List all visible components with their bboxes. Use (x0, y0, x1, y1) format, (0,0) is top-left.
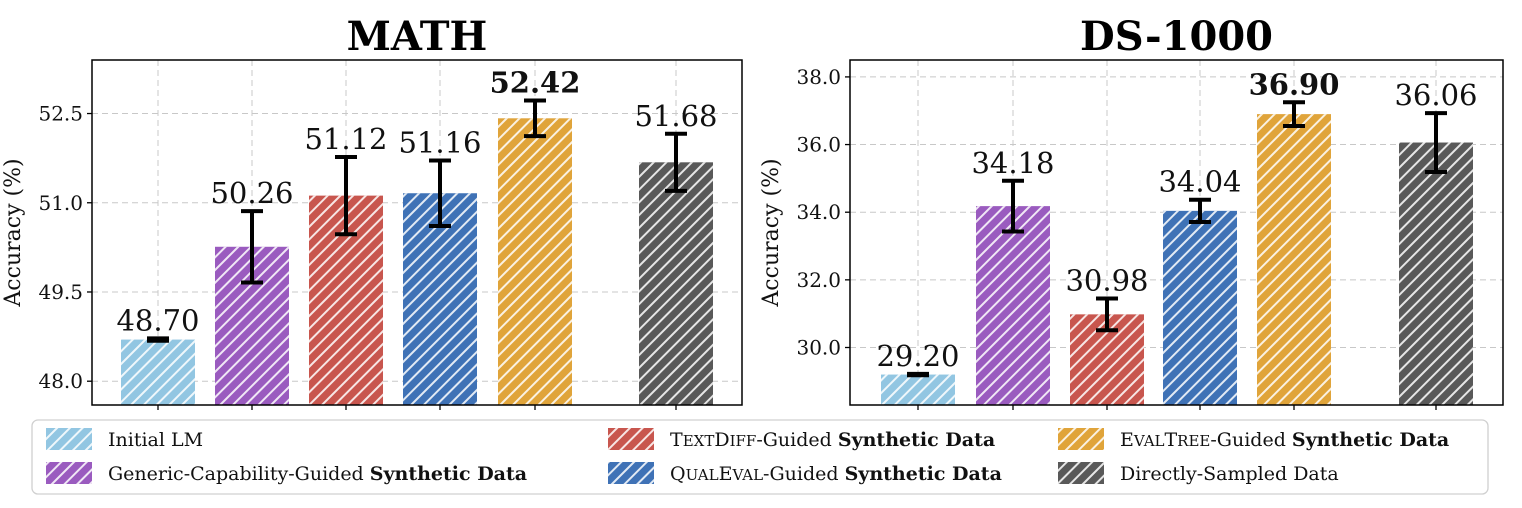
y-tick-label: 52.5 (38, 102, 83, 126)
legend-label: TEXTDIFF-Guided Synthetic Data (670, 429, 995, 451)
legend-swatch-hatch (608, 428, 654, 450)
legend-label: Initial LM (108, 429, 203, 451)
y-tick-label: 32.0 (796, 268, 841, 292)
legend-swatch-hatch (1058, 462, 1104, 484)
y-tick-label: 48.0 (38, 369, 83, 393)
legend-item-direct: Directly-Sampled Data (1058, 462, 1339, 485)
legend-item-textdiff: TEXTDIFF-Guided Synthetic Data (608, 428, 995, 451)
legend-label-part: UAL (686, 466, 719, 484)
legend-label-part: Synthetic Data (838, 429, 995, 451)
data-label: 48.70 (116, 303, 199, 337)
legend-label-part: EXT (683, 432, 715, 450)
legend-label-part: Q (670, 463, 686, 485)
legend-box (31, 419, 1489, 495)
data-label: 34.18 (971, 146, 1054, 180)
chart-title: DS-1000 (1080, 13, 1273, 60)
legend-label-part: Synthetic Data (845, 463, 1002, 485)
data-label: 30.98 (1065, 263, 1148, 297)
bar-hatch-evaltree (498, 118, 572, 406)
legend-label: QUALEVAL-Guided Synthetic Data (670, 463, 1002, 485)
legend-label-part: D (714, 429, 729, 451)
legend-label-part: Synthetic Data (1292, 429, 1449, 451)
legend-swatch-hatch (46, 462, 92, 484)
legend-label-part: E (719, 463, 733, 485)
legend-label-part: T (670, 429, 683, 451)
y-axis-label: Accuracy (%) (759, 158, 784, 307)
bar-hatch-direct (639, 162, 713, 405)
legend-label-part: -Guided (1210, 429, 1292, 451)
legend-label-part: VAL (1133, 432, 1165, 450)
legend-label-part: REE (1177, 432, 1210, 450)
y-tick-label: 51.0 (38, 191, 83, 215)
legend-label-part: VAL (731, 466, 763, 484)
legend-label-part: E (1120, 429, 1134, 451)
legend-label: Directly-Sampled Data (1120, 463, 1339, 485)
data-label: 51.12 (304, 122, 387, 156)
legend-label-part: IFF (730, 432, 757, 450)
chart-panel-2: DS-1000 29.20 34.18 30.98 34.04 36.90 36.06 30.… (759, 13, 1504, 410)
chart-panel-1: MATH 48.70 50.26 51.12 51.16 52.42 51.68 48.0 49… (1, 13, 743, 410)
legend-label-part: Initial LM (108, 429, 203, 451)
axes-frame (849, 59, 1504, 406)
bar-hatch-generic (976, 206, 1050, 405)
legend-label-part: Directly-Sampled Data (1120, 463, 1339, 485)
data-label: 34.04 (1158, 165, 1241, 199)
legend-label-part: Synthetic Data (370, 463, 527, 485)
bar-hatch-direct (1399, 142, 1473, 405)
data-label: 51.68 (634, 99, 717, 133)
data-label: 29.20 (876, 339, 959, 373)
y-tick-label: 30.0 (796, 336, 841, 360)
bar-hatch-evaltree (1257, 114, 1331, 405)
legend-item-qualeval: QUALEVAL-Guided Synthetic Data (608, 462, 1002, 485)
legend-item-evaltree: EVALTREE-Guided Synthetic Data (1058, 428, 1449, 451)
y-tick-label: 36.0 (796, 133, 841, 157)
bar-hatch-qualeval (1163, 210, 1237, 405)
legend-swatch-hatch (46, 428, 92, 450)
legend-label: Generic-Capability-Guided Synthetic Data (108, 463, 527, 485)
bar-hatch-initial (881, 374, 955, 405)
data-label: 51.16 (398, 126, 481, 160)
axes-frame (91, 59, 743, 406)
data-label: 36.90 (1249, 67, 1340, 101)
y-tick-label: 34.0 (796, 200, 841, 224)
y-tick-label: 38.0 (796, 65, 841, 89)
legend-label-part: Generic-Capability-Guided (108, 463, 370, 485)
y-tick-label: 49.5 (38, 280, 83, 304)
legend-label: EVALTREE-Guided Synthetic Data (1120, 429, 1449, 451)
y-axis-label: Accuracy (%) (1, 158, 26, 307)
legend-swatch-hatch (1058, 428, 1104, 450)
bar-hatch-initial (121, 339, 195, 405)
legend-label-part: -Guided (763, 463, 845, 485)
legend: Initial LM Generic-Capability-Guided Synt… (31, 419, 1489, 495)
data-label: 52.42 (490, 65, 581, 99)
data-label: 50.26 (210, 176, 293, 210)
legend-label-part: T (1164, 429, 1177, 451)
chart-title: MATH (347, 13, 488, 60)
legend-label-part: -Guided (756, 429, 838, 451)
bar-hatch-qualeval (403, 193, 477, 405)
legend-swatch-hatch (608, 462, 654, 484)
legend-item-generic: Generic-Capability-Guided Synthetic Data (46, 462, 527, 485)
data-label: 36.06 (1394, 78, 1477, 112)
legend-item-initial: Initial LM (46, 428, 203, 451)
